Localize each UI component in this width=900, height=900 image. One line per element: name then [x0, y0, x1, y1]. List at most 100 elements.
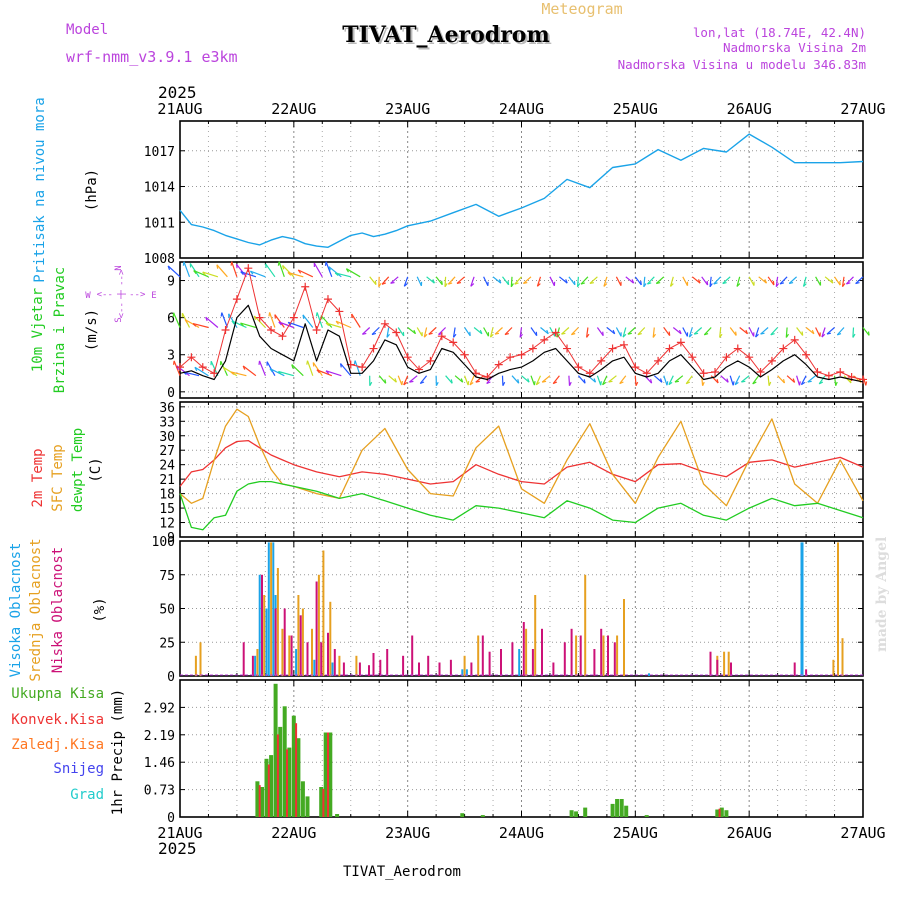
wind-gust-point	[494, 360, 503, 369]
wind-arrow	[269, 312, 276, 328]
wind-arrow-head	[706, 280, 709, 286]
wind-gust-point	[403, 353, 412, 362]
wind-arrow	[403, 375, 409, 386]
wind-arrow-head	[668, 381, 673, 386]
wind-gust-point	[312, 326, 321, 334]
wind-arrow	[386, 327, 390, 338]
wind-arrow	[369, 276, 377, 285]
wind-arrow-head	[726, 378, 729, 383]
total-precip-bar	[719, 807, 724, 817]
wind-arrow	[483, 327, 490, 337]
y-tick-label: 6	[167, 312, 175, 327]
wind-arrow-head	[542, 380, 547, 383]
wind-gust-point	[517, 350, 526, 359]
total-precip-bar	[610, 803, 615, 817]
wind-gust-point	[631, 363, 640, 372]
wind-arrow-head	[277, 371, 282, 375]
low-cloud-bar	[333, 649, 336, 676]
total-precip-bar	[319, 787, 324, 817]
wind-arrow	[291, 364, 304, 377]
dewpt-line	[179, 480, 864, 531]
mid-cloud-bar	[463, 655, 466, 677]
wind-arrow-head	[315, 312, 318, 317]
wind-arrow-head	[401, 381, 403, 386]
panel-frame	[179, 401, 864, 538]
total-precip-bar	[644, 815, 649, 817]
high-cloud-bar	[272, 542, 275, 676]
wind-arrow	[192, 323, 209, 329]
wind-arrow-head	[713, 282, 718, 285]
temp2m-ylabel: 2m Temp	[30, 448, 46, 507]
wind-gust-point	[836, 368, 845, 377]
panel-frame	[179, 679, 864, 818]
wind-arrow	[535, 375, 542, 386]
y-tick-label: 25	[159, 636, 175, 651]
wind-arrow-head	[732, 381, 735, 386]
mid-cloud-bar	[584, 574, 587, 677]
wind-arrow	[423, 327, 428, 338]
wind-arrow-head	[432, 279, 435, 284]
wind-gust-point	[767, 356, 776, 365]
wind-gust-point	[642, 369, 651, 378]
wind-arrow	[230, 371, 247, 377]
wind-arrow	[242, 365, 257, 377]
y-tick-label: 27	[159, 444, 175, 459]
wind-arrow-head	[593, 378, 597, 383]
wind-arrow	[634, 375, 637, 386]
wind-gust-point	[779, 344, 788, 353]
wind-arrow	[841, 276, 845, 287]
wind-arrow	[278, 321, 295, 329]
wind-arrow-head	[390, 281, 395, 284]
wind-arrow	[570, 327, 579, 336]
wind-arrow-head	[325, 322, 330, 327]
wind-arrow	[682, 276, 689, 286]
wind-arrow	[619, 375, 627, 384]
wind-arrow	[729, 327, 737, 336]
x-tick-label-top: 21AUG	[157, 100, 202, 118]
temperature-panel: 2m Temp SFC Temp dewpt Temp (C) 91215182…	[30, 401, 864, 546]
total-precip-bar	[282, 706, 287, 817]
wind-arrow-head	[602, 381, 607, 386]
wind-arrow	[325, 370, 342, 377]
y-tick-label: 12	[159, 517, 175, 532]
wind-arrow	[530, 327, 538, 337]
wind-arrow-head	[647, 282, 652, 285]
wind-arrow-head	[444, 283, 448, 288]
wind-arrow	[655, 276, 665, 284]
wind-arrow	[494, 327, 503, 335]
mid-cloud-bar	[322, 550, 325, 676]
wind-gust-point	[745, 353, 754, 362]
low-cloud-bar	[418, 662, 420, 676]
wind-arrow-head	[374, 280, 377, 285]
wind-gust-point	[574, 363, 583, 372]
wind-arrow	[519, 327, 523, 338]
x-tick-label-bottom: 26AUG	[727, 824, 772, 842]
wind-arrow-head	[656, 282, 661, 285]
wind-arrow-head	[612, 329, 616, 335]
wind-arrow-head	[297, 269, 302, 274]
wind-arrow-head	[622, 333, 627, 338]
wind-arrow-head	[734, 381, 739, 386]
low-cloud-bar	[522, 622, 525, 676]
wind-arrow	[416, 276, 422, 287]
wind-arrow-head	[335, 320, 339, 325]
wind-arrow	[674, 375, 684, 383]
low-cloud-bar	[600, 628, 603, 677]
wind-arrow	[758, 276, 767, 284]
high-cloud-bar	[254, 655, 257, 677]
x-tick-label-bottom: 21AUG	[157, 824, 202, 842]
wind-arrow-head	[479, 329, 483, 335]
wind-arrow	[523, 276, 532, 284]
low-cloud-bar	[709, 651, 712, 676]
cloud-panel: Visoka Oblacnost Srednja Oblacnost Niska…	[8, 535, 864, 685]
wind-arrow-head	[837, 333, 842, 336]
wind-arrow	[752, 375, 760, 385]
wind-arrow-head	[546, 329, 549, 335]
high-cloud-bar	[518, 649, 521, 676]
wind-arrow	[589, 276, 598, 284]
wind-arrow	[668, 375, 674, 385]
wind-legend-n: N	[114, 265, 124, 270]
wind-arrow-head	[670, 283, 674, 287]
wind-arrow	[205, 316, 219, 328]
mid-cloud-bar	[477, 635, 480, 676]
